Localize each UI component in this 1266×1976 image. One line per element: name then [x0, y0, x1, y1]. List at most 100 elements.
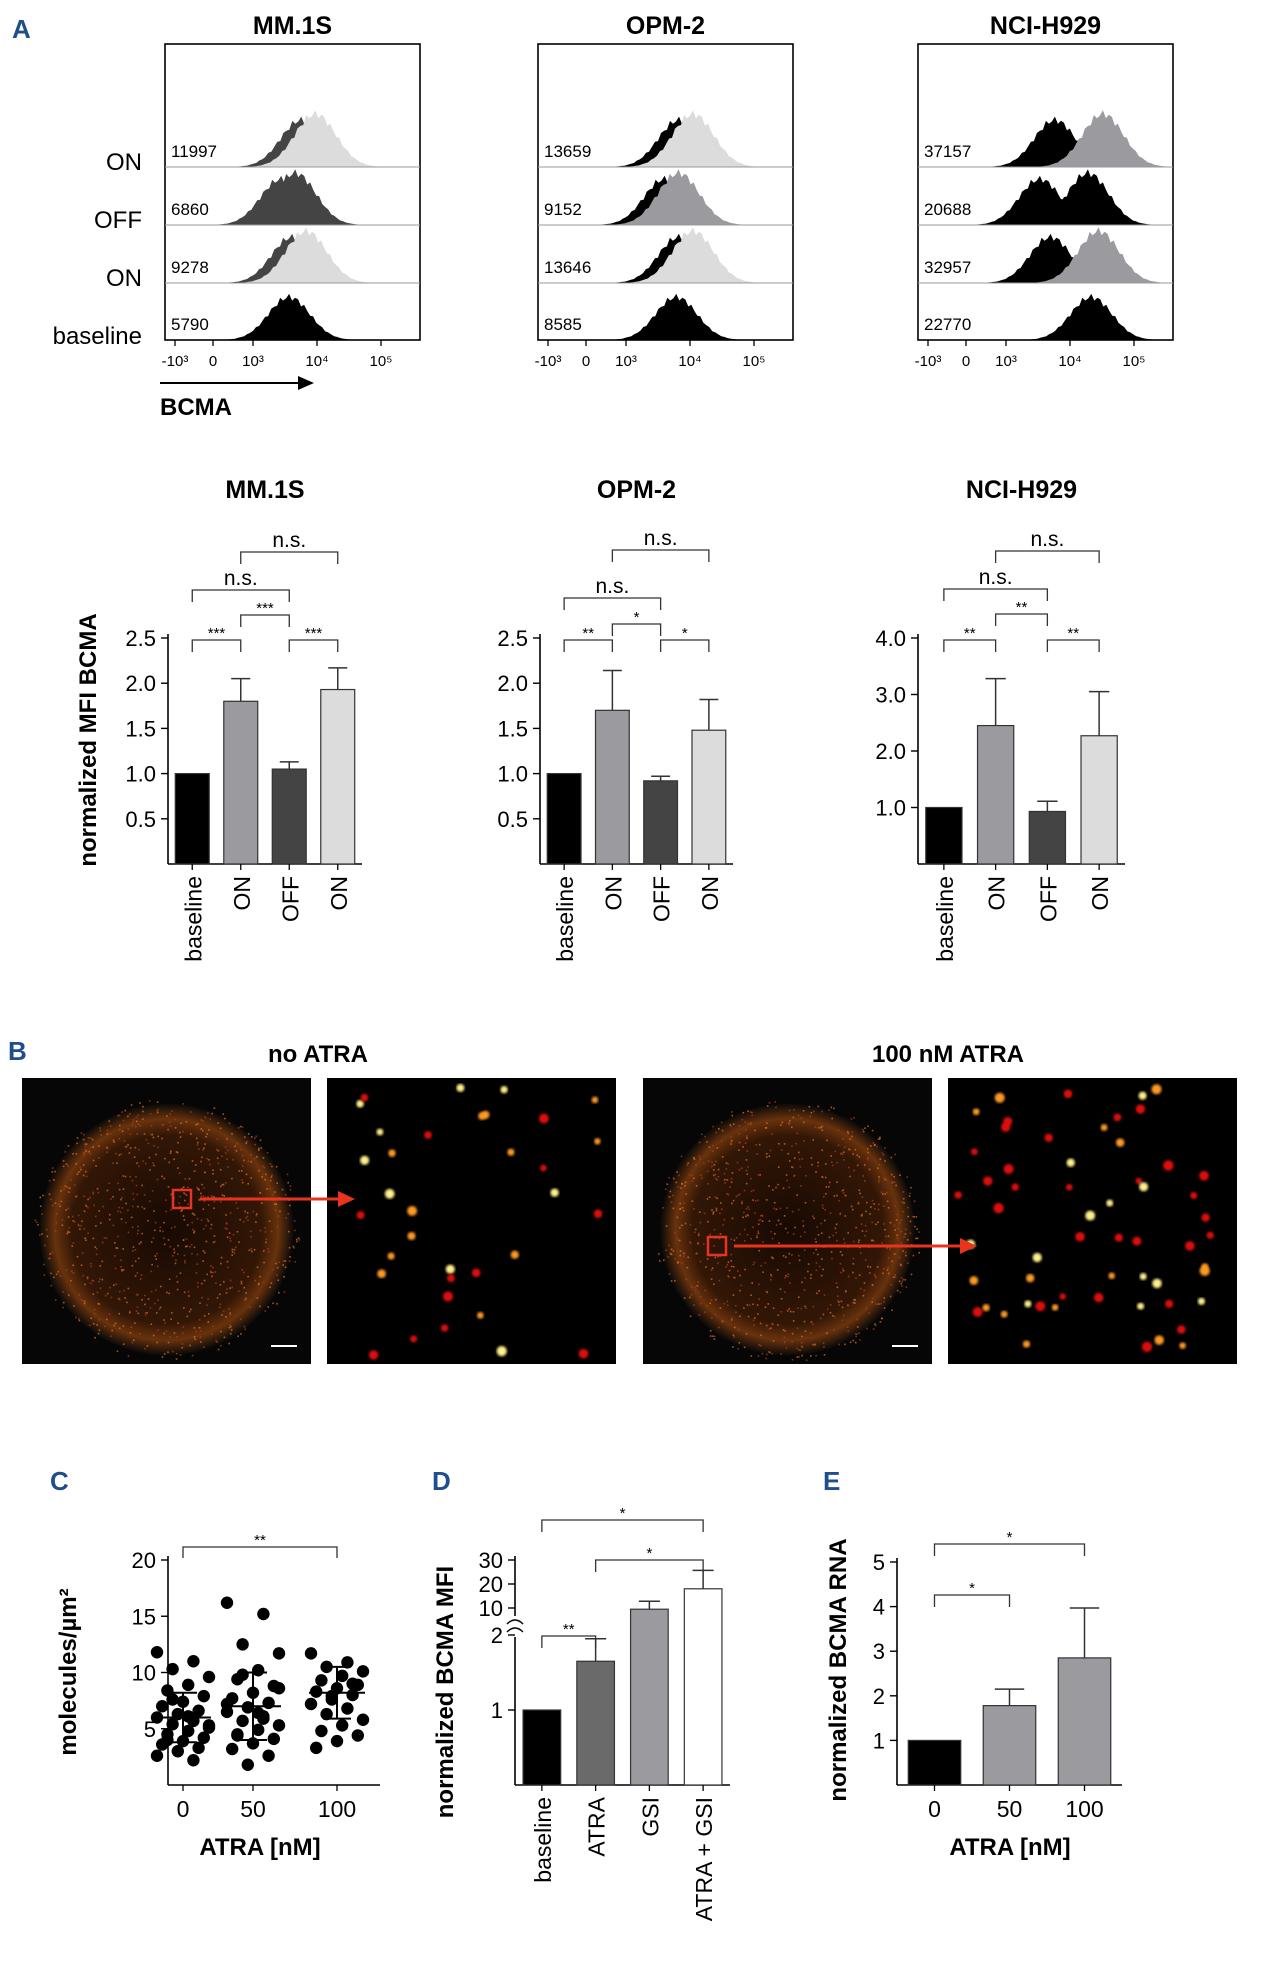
y-tick-label: 0.5 [125, 807, 156, 832]
cell-speck [147, 1142, 150, 1145]
cell-speck [715, 1177, 717, 1180]
bar [174, 772, 210, 865]
cell-speck [757, 1174, 760, 1176]
cell-speck [136, 1306, 139, 1308]
cell-speck [686, 1266, 689, 1269]
cell-speck [186, 1224, 189, 1226]
cell-speck [665, 1225, 668, 1227]
cell-speck [245, 1297, 247, 1300]
x-tick-label: OFF [1035, 876, 1061, 922]
cell-speck [694, 1228, 697, 1231]
cell-membrane [660, 1103, 915, 1356]
bar [629, 1608, 669, 1786]
cell-speck [877, 1221, 879, 1224]
cell-speck [751, 1111, 753, 1114]
data-point [346, 1677, 359, 1690]
microscopy-cell-no-atra [22, 1078, 311, 1364]
cell-speck [212, 1173, 214, 1175]
cell-speck [685, 1193, 688, 1195]
molecule-spot [983, 1176, 993, 1186]
cell-speck [95, 1248, 98, 1250]
cell-speck [900, 1277, 903, 1279]
cell-speck [837, 1129, 840, 1131]
cell-speck [709, 1335, 712, 1337]
cell-speck [810, 1157, 813, 1159]
cell-speck [726, 1300, 729, 1303]
cell-speck [745, 1182, 748, 1185]
cell-speck [256, 1156, 258, 1158]
y-tick-label: 20 [132, 1548, 156, 1573]
cell-speck [262, 1281, 265, 1283]
cell-speck [711, 1161, 713, 1163]
cell-speck [163, 1237, 165, 1239]
cell-speck [706, 1170, 709, 1173]
cell-speck [868, 1312, 871, 1314]
cell-speck [226, 1288, 228, 1290]
data-point [351, 1729, 364, 1742]
data-point [262, 1749, 275, 1762]
cell-speck [230, 1325, 232, 1328]
cell-speck [735, 1311, 737, 1314]
molecule-spot [970, 1148, 978, 1156]
cell-speck [116, 1162, 118, 1164]
molecule-spot [594, 1138, 601, 1145]
cell-speck [200, 1128, 203, 1130]
cell-speck [765, 1290, 768, 1293]
molecule-spot [1132, 1236, 1142, 1246]
cell-speck [810, 1332, 812, 1334]
zoom-background [327, 1078, 616, 1364]
cell-speck [90, 1317, 92, 1320]
cell-speck [882, 1193, 884, 1195]
data-point [187, 1754, 200, 1767]
cell-speck [805, 1174, 807, 1177]
cell-speck [833, 1107, 835, 1110]
cell-speck [830, 1251, 833, 1253]
cell-speck [884, 1228, 886, 1231]
cell-speck [668, 1196, 671, 1198]
cell-speck [245, 1217, 247, 1219]
cell-speck [854, 1299, 857, 1301]
cell-speck [113, 1284, 115, 1286]
cell-speck [61, 1219, 64, 1221]
cell-speck [61, 1224, 64, 1226]
cell-speck [892, 1276, 895, 1279]
cell-speck [176, 1151, 179, 1154]
cell-speck [789, 1282, 791, 1284]
cell-speck [96, 1324, 98, 1326]
cell-speck [664, 1188, 667, 1190]
cell-speck [785, 1174, 788, 1176]
cell-speck [137, 1294, 139, 1296]
cell-speck [182, 1130, 184, 1133]
cell-speck [206, 1133, 208, 1135]
molecule-spot [1141, 1341, 1153, 1352]
cell-speck [135, 1310, 138, 1312]
cell-speck [820, 1222, 822, 1225]
cell-speck [137, 1205, 139, 1208]
cell-speck [127, 1287, 130, 1290]
cell-speck [68, 1187, 71, 1189]
cell-speck [103, 1237, 106, 1239]
cell-speck [731, 1217, 734, 1220]
cell-speck [848, 1166, 850, 1169]
cell-speck [254, 1137, 256, 1139]
cell-speck [714, 1256, 717, 1259]
cell-speck [730, 1265, 733, 1268]
x-tick-label: 0 [177, 1796, 190, 1822]
cell-speck [804, 1202, 807, 1204]
cell-speck [742, 1146, 744, 1148]
cell-speck [211, 1275, 213, 1278]
cell-speck [79, 1166, 81, 1169]
cell-speck [189, 1245, 191, 1248]
cell-speck [791, 1126, 793, 1129]
cell-speck [241, 1181, 244, 1184]
cell-speck [289, 1188, 292, 1191]
cell-speck [815, 1269, 818, 1272]
cell-speck [51, 1171, 53, 1173]
data-point [356, 1665, 370, 1678]
cell-speck [104, 1325, 106, 1328]
cell-speck [867, 1151, 869, 1154]
cell-speck [792, 1320, 795, 1322]
cell-speck [49, 1253, 51, 1255]
cell-speck [730, 1260, 733, 1262]
